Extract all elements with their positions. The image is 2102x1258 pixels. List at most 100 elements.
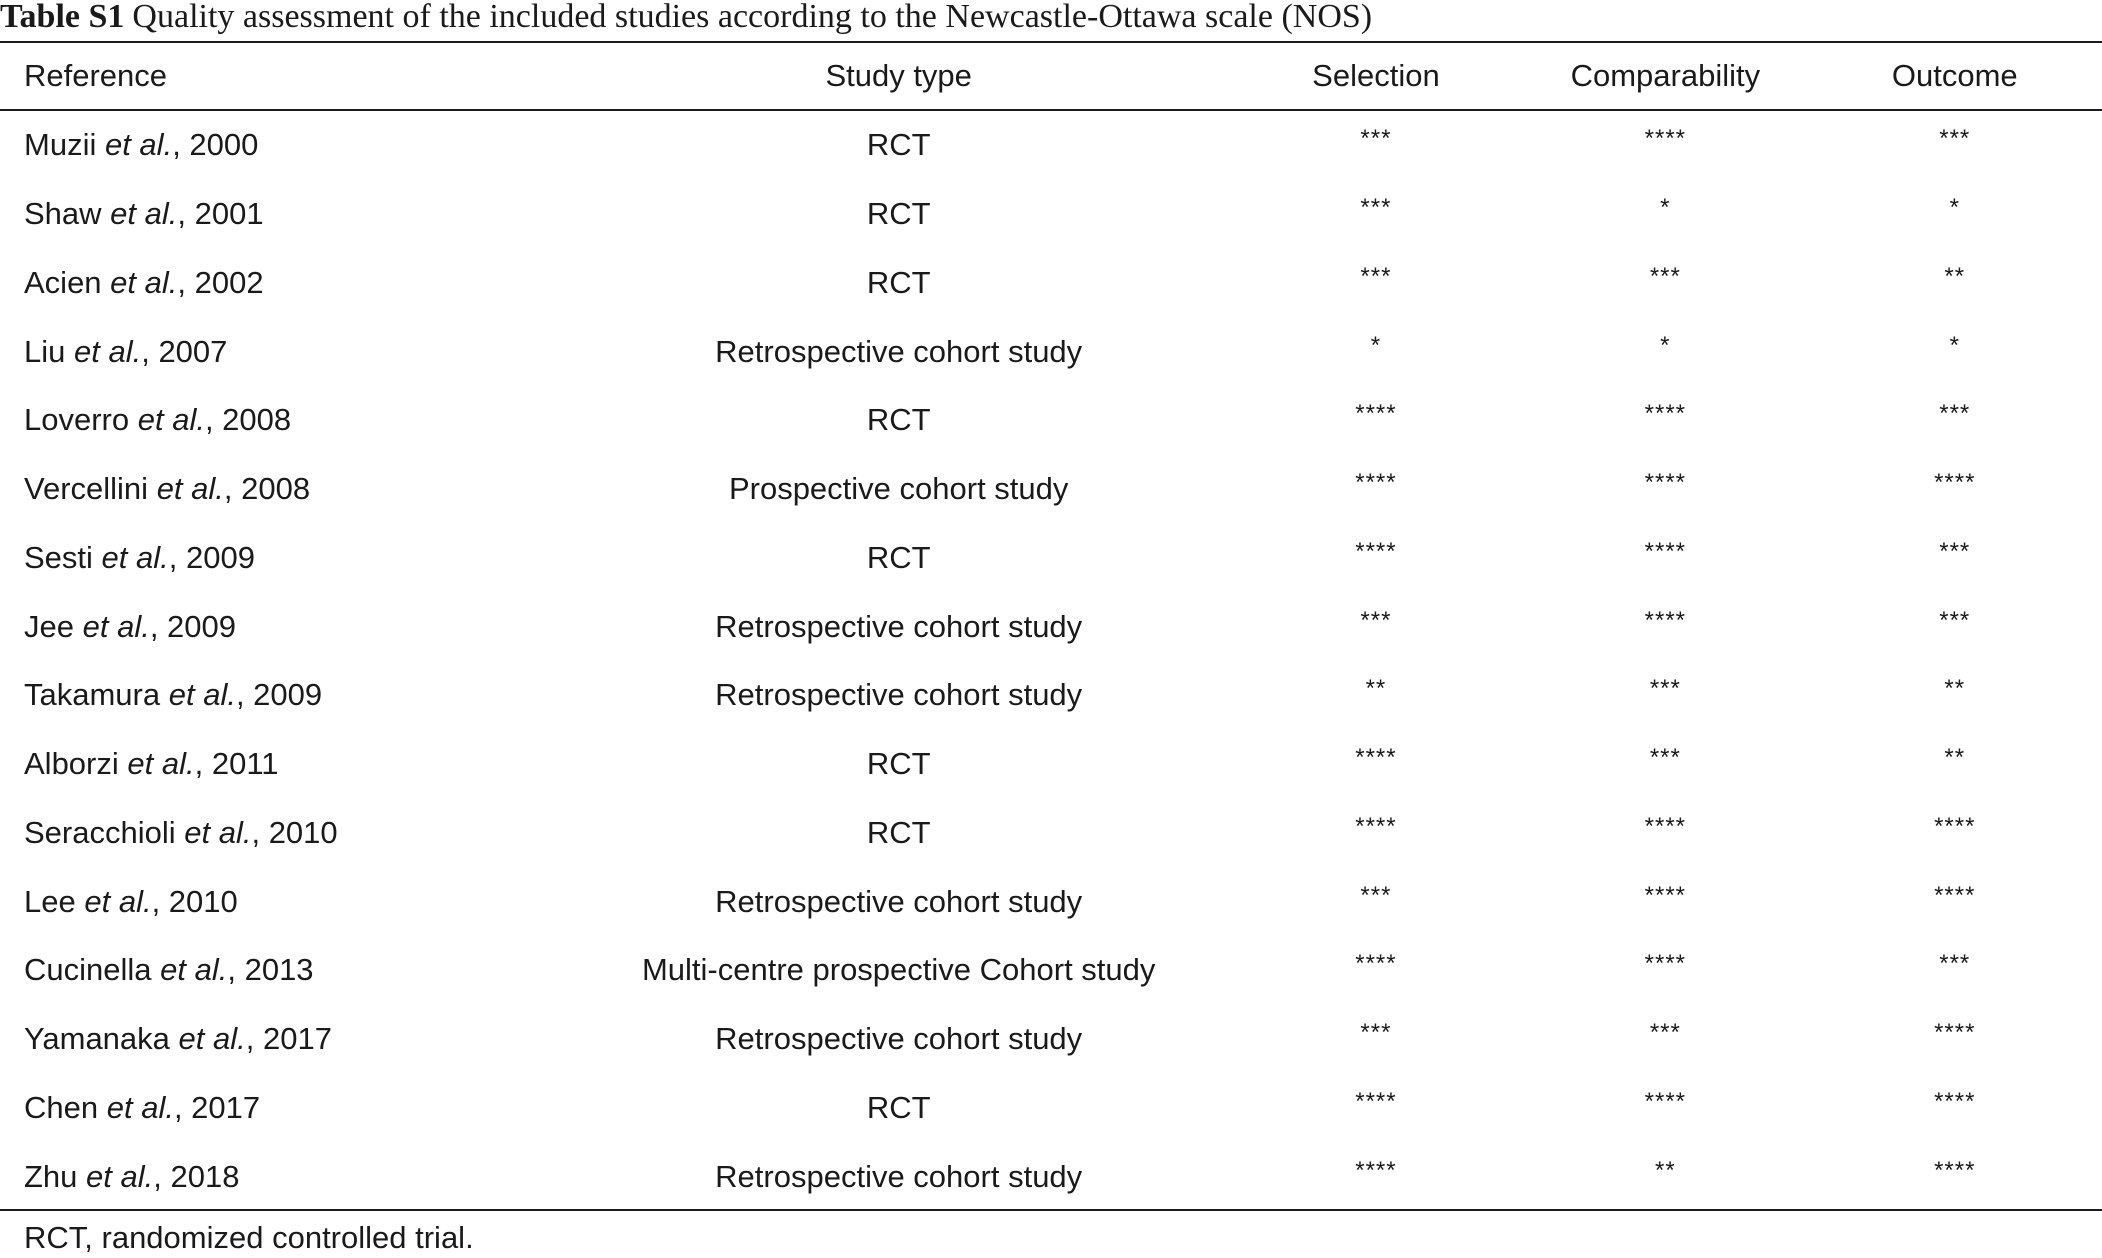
reference-etal: et al.: [106, 1089, 174, 1125]
selection-score-cell: ****: [1355, 400, 1397, 428]
table-row: Sesti et al., 2009 RCT **** **** ***: [0, 524, 2102, 593]
study-type-cell: Retrospective cohort study: [715, 1021, 1083, 1057]
reference-cell: Yamanaka et al., 2017: [0, 1005, 569, 1074]
study-type-cell: Retrospective cohort study: [715, 333, 1083, 369]
comparability-score-cell: ***: [1649, 675, 1681, 703]
table-title: Quality assessment of the included studi…: [132, 0, 1373, 35]
comparability-score-cell: *: [1660, 331, 1671, 359]
reference-year: , 2010: [151, 883, 238, 919]
study-type-cell: Retrospective cohort study: [715, 883, 1083, 919]
outcome-score-cell: *: [1949, 331, 1960, 359]
reference-cell: Chen et al., 2017: [0, 1074, 569, 1143]
study-type-cell: RCT: [866, 127, 931, 163]
selection-score-cell: ***: [1360, 1019, 1392, 1047]
outcome-score-cell: **: [1944, 262, 1966, 290]
outcome-score-cell: ****: [1934, 1156, 1976, 1184]
reference-etal: et al.: [101, 539, 169, 575]
table-caption: Table S1 Quality assessment of the includ…: [0, 0, 1372, 40]
table-row: Loverro et al., 2008 RCT **** **** ***: [0, 386, 2102, 455]
study-type-cell: Multi-centre prospective Cohort study: [641, 952, 1156, 988]
reference-year: , 2017: [173, 1089, 261, 1125]
reference-year: , 2010: [251, 814, 338, 850]
table-label: Table S1: [0, 0, 125, 35]
comparability-score-cell: *: [1660, 194, 1671, 222]
header-reference: Reference: [24, 58, 168, 93]
comparability-score-cell: ****: [1644, 950, 1687, 978]
header-comparability: Comparability: [1570, 58, 1761, 93]
reference-author: Liu: [24, 333, 66, 369]
reference-author: Chen: [24, 1089, 99, 1125]
comparability-score-cell: ****: [1644, 881, 1687, 909]
study-type-cell: Retrospective cohort study: [715, 1158, 1083, 1194]
header-rule: [0, 109, 2102, 111]
selection-score-cell: ****: [1355, 744, 1397, 772]
reference-etal: et al.: [110, 196, 178, 232]
table-row: Lee et al., 2010 Retrospective cohort stu…: [0, 867, 2102, 936]
top-rule: [0, 41, 2102, 43]
reference-year: , 2001: [177, 196, 264, 232]
reference-cell: Zhu et al., 2018: [0, 1142, 569, 1211]
reference-year: , 2000: [172, 127, 259, 163]
selection-score-cell: ***: [1360, 606, 1392, 634]
table-row: Acien et al., 2002 RCT *** *** **: [0, 249, 2102, 318]
reference-cell: Muzii et al., 2000: [0, 111, 569, 180]
reference-year: , 2009: [168, 539, 255, 575]
comparability-score-cell: ****: [1644, 1087, 1687, 1115]
selection-score-cell: ***: [1360, 194, 1392, 222]
reference-year: , 2017: [245, 1021, 332, 1057]
table-row: Muzii et al., 2000 RCT *** **** ***: [0, 111, 2102, 180]
reference-cell: Alborzi et al., 2011: [0, 730, 569, 799]
reference-cell: Loverro et al., 2008: [0, 386, 569, 455]
outcome-score-cell: ****: [1934, 469, 1976, 497]
reference-year: , 2008: [204, 402, 292, 438]
outcome-score-cell: *: [1949, 194, 1960, 222]
reference-etal: et al.: [137, 402, 205, 438]
nos-quality-table: Reference Study type Selection Comparabi…: [0, 41, 2102, 1211]
reference-cell: Lee et al., 2010: [0, 867, 569, 936]
study-type-cell: RCT: [866, 196, 931, 232]
comparability-score-cell: ***: [1649, 744, 1681, 772]
reference-author: Acien: [24, 264, 102, 300]
reference-cell: Cucinella et al., 2013: [0, 936, 569, 1005]
study-type-cell: RCT: [866, 264, 931, 300]
reference-cell: Takamura et al., 2009: [0, 661, 569, 730]
reference-author: Loverro: [24, 402, 130, 438]
comparability-score-cell: ***: [1649, 1019, 1681, 1047]
reference-cell: Sesti et al., 2009: [0, 524, 569, 593]
table-row: Vercellini et al., 2008 Prospective cohor…: [0, 455, 2102, 524]
table-row: Alborzi et al., 2011 RCT **** *** **: [0, 730, 2102, 799]
table-row: Chen et al., 2017 RCT **** **** ****: [0, 1074, 2102, 1143]
study-type-cell: RCT: [866, 402, 931, 438]
table-row: Cucinella et al., 2013 Multi-centre prosp…: [0, 936, 2102, 1005]
reference-year: , 2011: [194, 746, 279, 782]
reference-year: , 2009: [235, 677, 323, 713]
study-type-cell: Retrospective cohort study: [715, 677, 1083, 713]
selection-score-cell: ****: [1355, 812, 1397, 840]
study-type-cell: RCT: [866, 539, 931, 575]
comparability-score-cell: ****: [1644, 400, 1687, 428]
comparability-score-cell: ****: [1644, 537, 1687, 565]
reference-author: Shaw: [24, 196, 102, 232]
selection-score-cell: **: [1365, 675, 1387, 703]
reference-year: , 2002: [177, 264, 264, 300]
comparability-score-cell: ****: [1644, 606, 1687, 634]
reference-author: Yamanaka: [24, 1021, 170, 1057]
reference-etal: et al.: [168, 677, 236, 713]
reference-year: , 2007: [141, 333, 228, 369]
reference-etal: et al.: [127, 746, 195, 782]
outcome-score-cell: ***: [1939, 950, 1971, 978]
study-type-cell: Retrospective cohort study: [715, 608, 1083, 644]
reference-etal: et al.: [178, 1021, 246, 1057]
table-footnote: RCT, randomized controlled trial.: [24, 1220, 474, 1255]
selection-score-cell: ****: [1355, 1087, 1397, 1115]
outcome-score-cell: ***: [1939, 400, 1971, 428]
table-row: Takamura et al., 2009 Retrospective cohor…: [0, 661, 2102, 730]
header-row: Reference Study type Selection Comparabi…: [0, 41, 2102, 111]
study-type-cell: RCT: [866, 814, 931, 850]
table-row: Liu et al., 2007 Retrospective cohort stu…: [0, 317, 2102, 386]
comparability-score-cell: ****: [1644, 812, 1687, 840]
reference-cell: Vercellini et al., 2008: [0, 455, 569, 524]
outcome-score-cell: **: [1944, 744, 1966, 772]
selection-score-cell: ****: [1355, 950, 1397, 978]
table-row: Yamanaka et al., 2017 Retrospective cohor…: [0, 1005, 2102, 1074]
